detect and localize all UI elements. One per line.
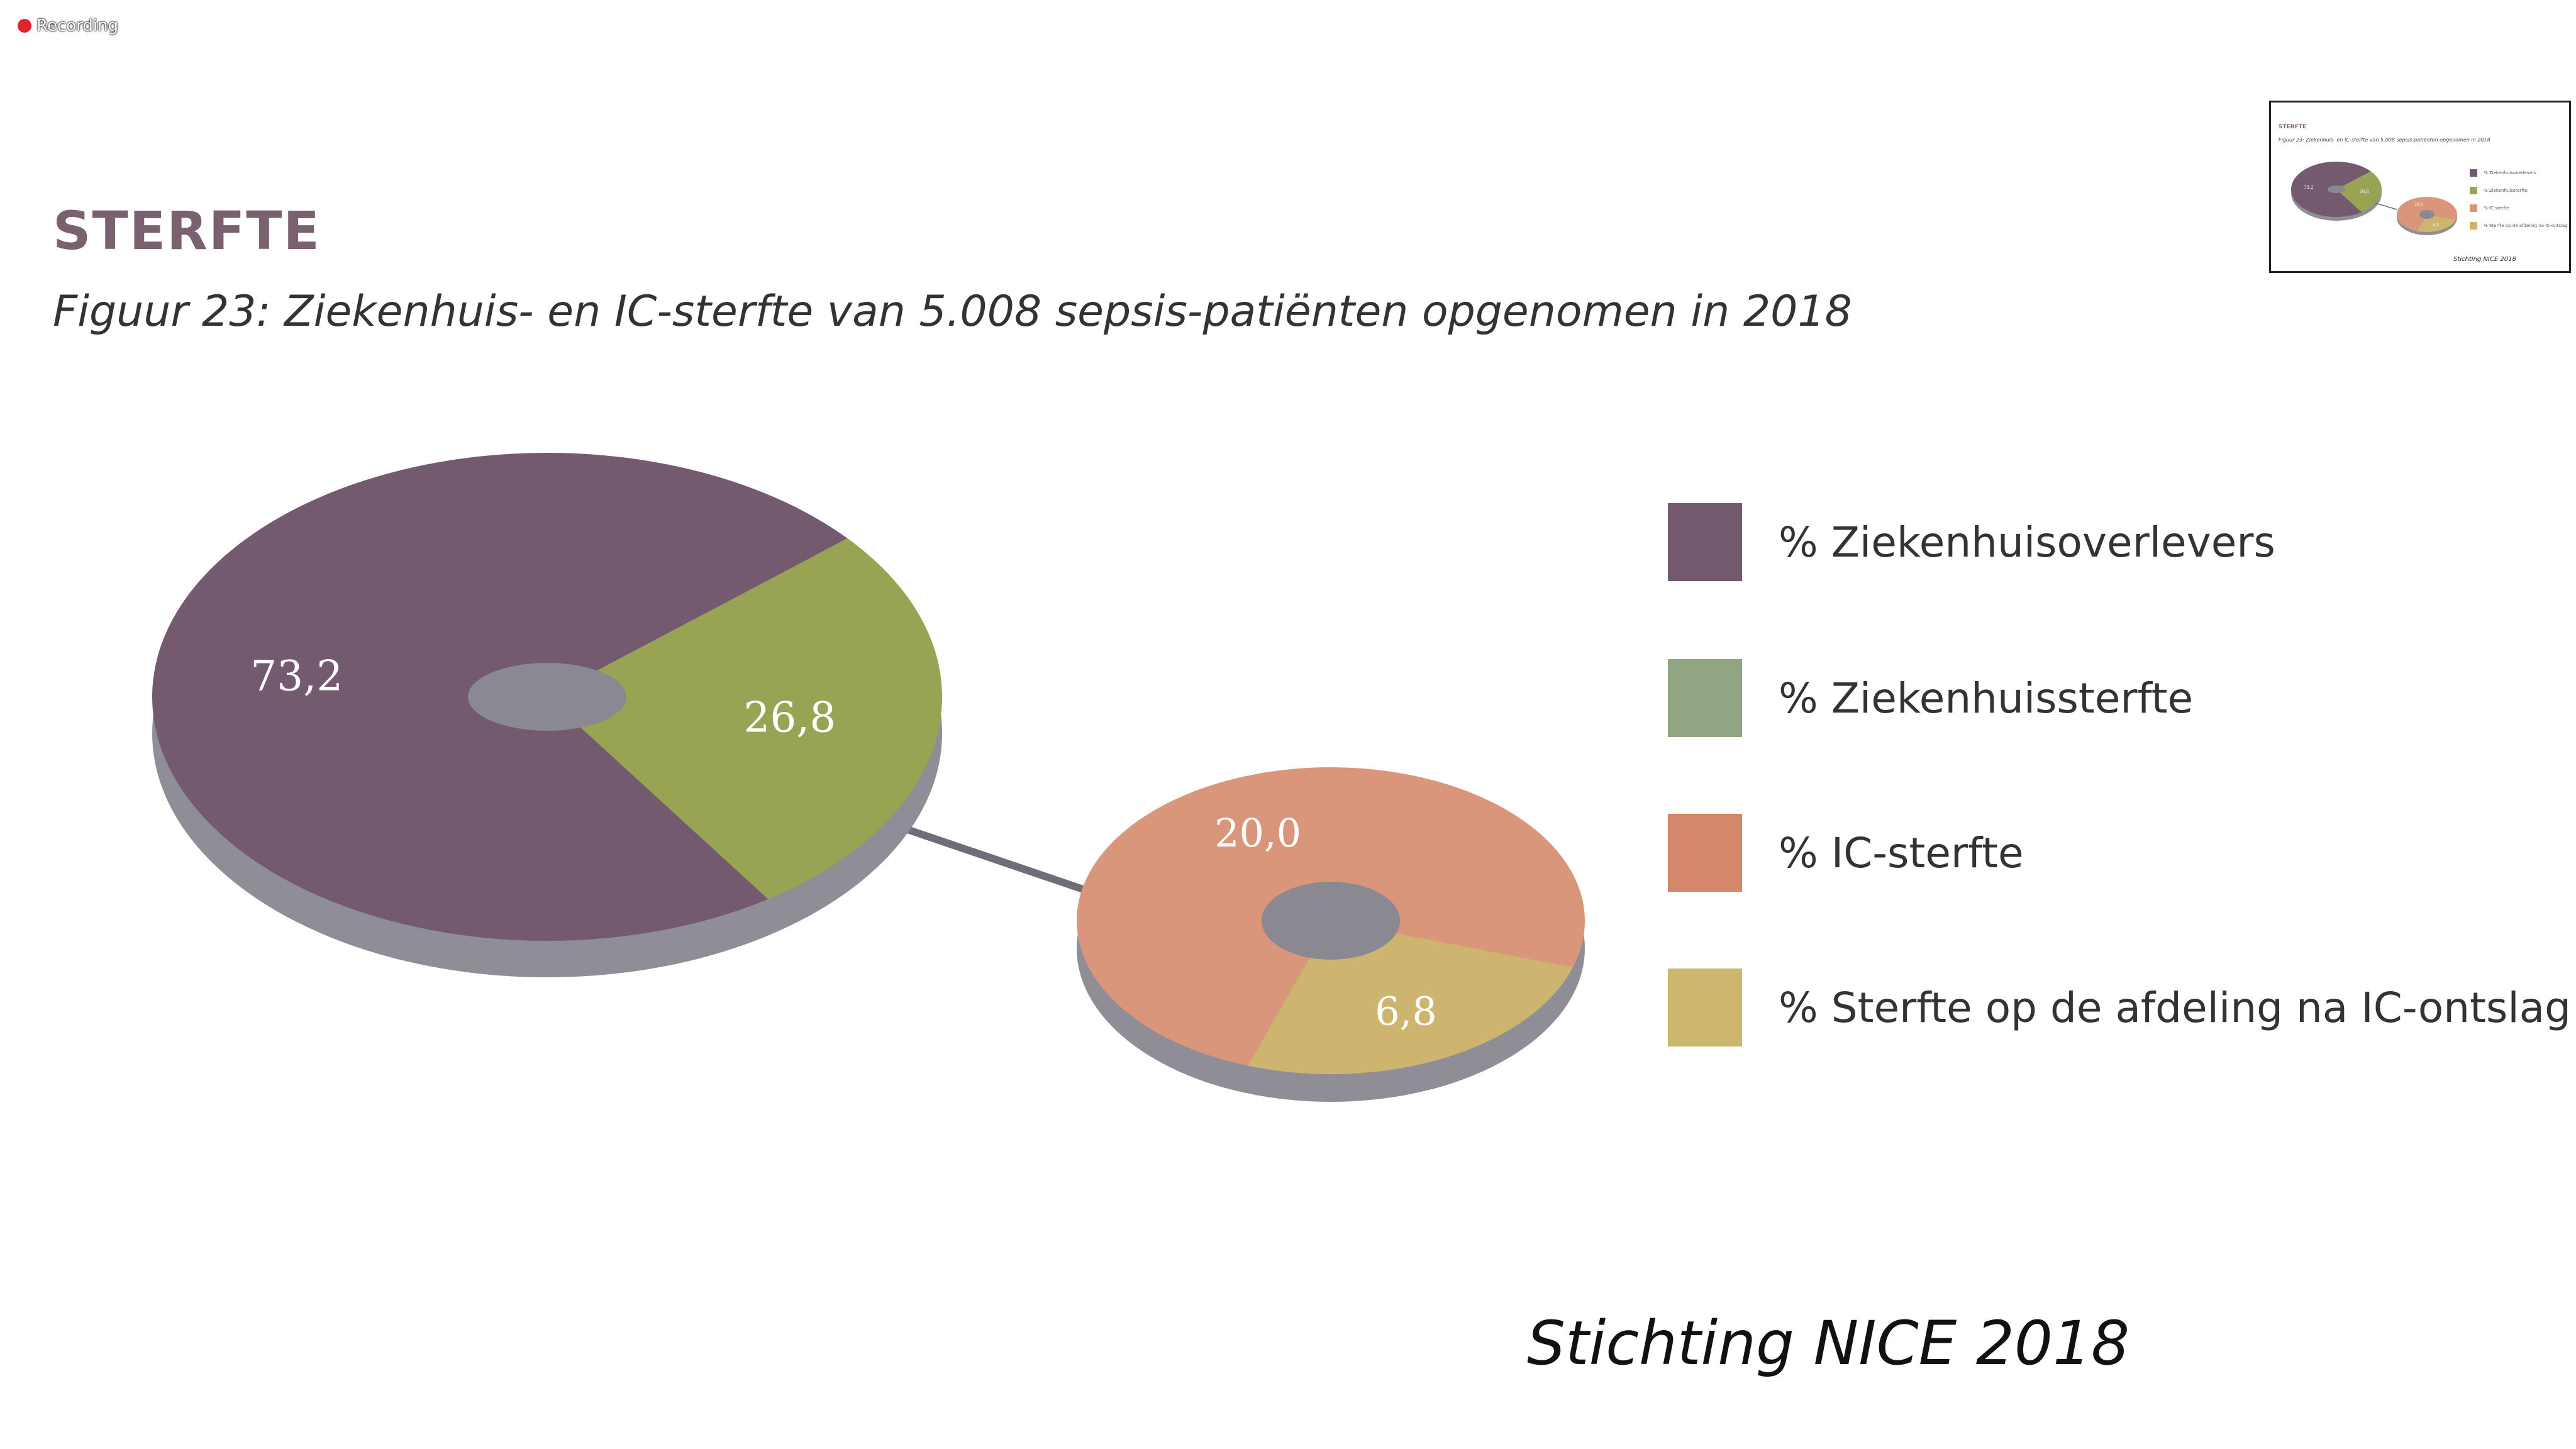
pie-small-value-label-1: 6,8 [1375, 989, 1437, 1035]
thumbnail-subtitle: Figuur 23: Ziekenhuis- en IC-sterfte van… [2279, 137, 2490, 143]
recording-indicator: Recording [18, 16, 118, 35]
thumb-pie-large-center-hole [2328, 186, 2345, 193]
pie-small-value-label-0: 20,0 [1214, 810, 1301, 856]
thumbnail-legend-item: % IC-sterfte [2470, 199, 2568, 217]
thumb-pie-large-slice-1 [2336, 171, 2382, 213]
presenter-thumbnail[interactable]: STERFTE Figuur 23: Ziekenhuis- en IC-ste… [2269, 101, 2571, 273]
thumb-pie-small-center-hole [2419, 210, 2434, 219]
legend-swatch [1668, 969, 1742, 1046]
thumbnail-legend: % Ziekenhuisoverlevers % Ziekenhuissterf… [2470, 164, 2568, 235]
thumbnail-legend-swatch [2470, 222, 2477, 230]
recording-label: Recording [36, 16, 119, 35]
legend-swatch [1668, 814, 1742, 892]
pie-large-value-label-1: 26,8 [743, 693, 836, 741]
thumb-pie-small-value-label-0: 20,0 [2414, 203, 2423, 208]
thumbnail-connector-line [2375, 203, 2397, 210]
thumbnail-legend-item: % Ziekenhuisoverlevers [2470, 164, 2568, 182]
thumb-pie-small-slice-1 [2417, 214, 2456, 232]
thumbnail-pie-charts: 73,2 26,8 20,0 6,8 [2291, 162, 2457, 235]
pie-large-center-hole [468, 663, 626, 731]
thumbnail-legend-swatch [2470, 169, 2477, 177]
legend-item-sterfte-afdeling: % Sterfte op de afdeling na IC-ontslag [1668, 969, 2571, 1046]
thumbnail-source: Stichting NICE 2018 [2453, 256, 2516, 263]
legend-label: % Ziekenhuisoverlevers [1779, 518, 2275, 567]
thumbnail-legend-item: % Sterfte op de afdeling na IC-ontslag [2470, 217, 2568, 235]
thumbnail-legend-label: % Ziekenhuisoverlevers [2484, 170, 2536, 175]
legend-item-ziekenhuisoverlevers: % Ziekenhuisoverlevers [1668, 503, 2275, 581]
slide-title: STERFTE [53, 200, 321, 262]
thumbnail-legend-label: % Sterfte op de afdeling na IC-ontslag [2484, 223, 2568, 228]
legend-label: % IC-sterfte [1779, 828, 2024, 877]
thumbnail-legend-swatch [2470, 187, 2477, 194]
thumbnail-legend-item: % Ziekenhuissterfte [2470, 182, 2568, 199]
pie-small-center-hole [1262, 882, 1400, 960]
connector-line [904, 825, 1088, 894]
pie-large-slice-1 [547, 538, 942, 899]
thumbnail-legend-label: % Ziekenhuissterfte [2484, 188, 2528, 193]
slide-subtitle: Figuur 23: Ziekenhuis- en IC-sterfte van… [53, 287, 1852, 336]
thumbnail-legend-swatch [2470, 204, 2477, 212]
recording-dot-icon [18, 19, 31, 33]
legend-swatch [1668, 503, 1742, 581]
legend-swatch [1668, 659, 1742, 737]
legend-label: % Sterfte op de afdeling na IC-ontslag [1779, 983, 2572, 1032]
legend-item-ziekenhuissterfte: % Ziekenhuissterfte [1668, 659, 2193, 737]
source-label: Stichting NICE 2018 [1527, 1308, 2130, 1379]
thumb-pie-small-value-label-1: 6,8 [2433, 223, 2439, 228]
thumbnail-title: STERFTE [2279, 124, 2307, 130]
thumb-pie-large-value-label-1: 26,8 [2359, 189, 2369, 194]
thumb-pie-large-value-label-0: 73,2 [2304, 185, 2314, 190]
thumbnail-legend-label: % IC-sterfte [2484, 206, 2510, 211]
legend-item-ic-sterfte: % IC-sterfte [1668, 814, 2024, 892]
pie-large-value-label-0: 73,2 [250, 652, 343, 701]
legend-label: % Ziekenhuissterfte [1779, 674, 2194, 723]
